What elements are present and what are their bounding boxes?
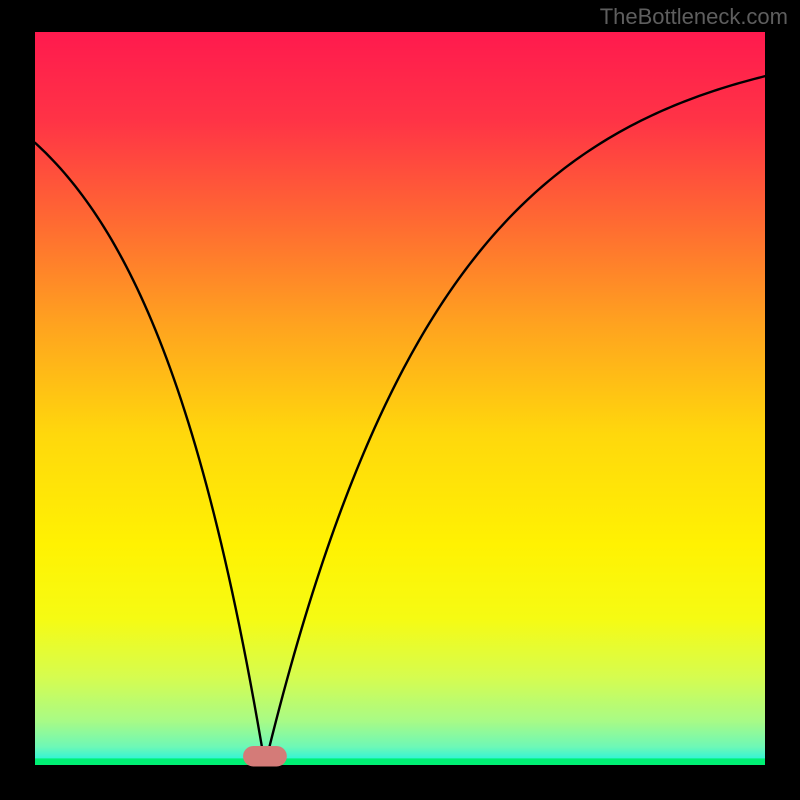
green-baseline — [35, 758, 765, 765]
watermark-text: TheBottleneck.com — [600, 4, 788, 30]
plot-background — [35, 32, 765, 765]
chart-stage: TheBottleneck.com — [0, 0, 800, 800]
bottleneck-marker — [243, 746, 287, 767]
bottleneck-chart — [0, 0, 800, 800]
